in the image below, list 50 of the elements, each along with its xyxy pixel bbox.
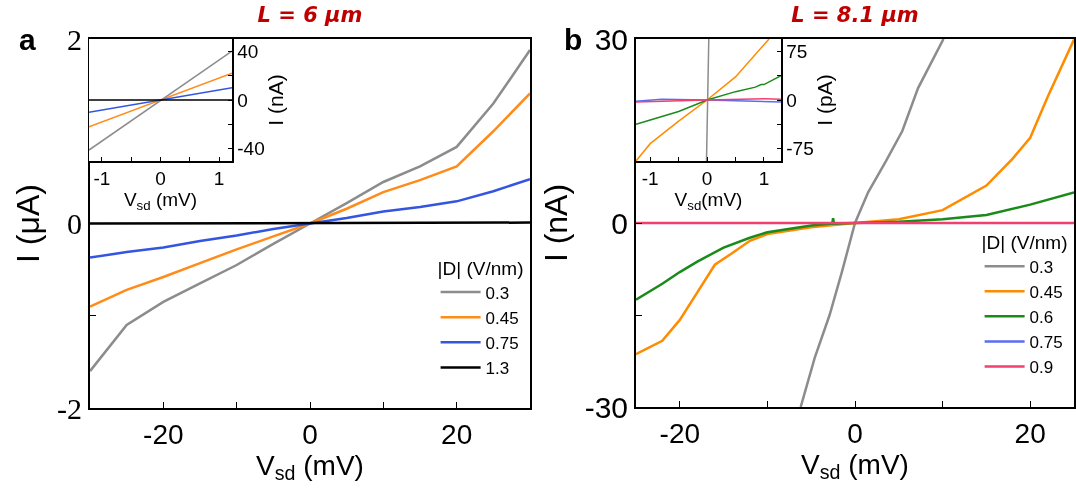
y-tick-label: 30 (594, 22, 628, 56)
y-tick-label: -75 (786, 137, 814, 159)
line-series (636, 39, 1074, 356)
y-tick-label: 75 (786, 41, 808, 63)
line-series (636, 39, 770, 161)
x-axis-title: V$_{sd}$(mV) (674, 189, 743, 214)
chart-title: L = 8.1 μm (791, 3, 919, 28)
legend-label: 0.75 (1029, 333, 1063, 353)
y-tick-label: -30 (584, 390, 628, 424)
y-axis-title: I (pA) (812, 74, 836, 126)
legend-title: |D| (V/nm) (981, 231, 1068, 253)
x-tick-label: -1 (93, 168, 111, 190)
y-axis-title: I (nA) (538, 183, 574, 263)
legend-label: 0.75 (485, 333, 519, 353)
x-axis-title: V$_{sd}$ (mV) (801, 448, 909, 484)
x-tick-label: 1 (758, 168, 770, 190)
x-tick-label: 20 (1014, 417, 1046, 449)
legend-title: |D| (V/nm) (437, 257, 524, 279)
legend-label: 0.45 (485, 308, 519, 328)
y-tick-label: 0 (786, 89, 797, 111)
legend-label: 0.3 (1029, 257, 1054, 277)
y-axis-title: I (μA) (9, 184, 46, 263)
y-tick-label: 0 (237, 89, 248, 111)
y-tick-label: 40 (237, 40, 259, 62)
chart-title: L = 6 μm (257, 3, 363, 28)
x-tick-label: 0 (155, 168, 166, 190)
legend-label: 0.6 (1029, 308, 1054, 327)
legend-label: 1.3 (485, 359, 510, 379)
x-tick-label: -20 (143, 418, 184, 450)
legend-label: 0.45 (1029, 282, 1063, 302)
y-tick-label: 2 (67, 22, 82, 56)
x-tick-label: -20 (659, 417, 701, 449)
x-axis-title: V$_{sd}$ (mV) (256, 449, 364, 485)
legend-label: 0.9 (1029, 358, 1054, 378)
x-tick-label: -1 (641, 168, 659, 190)
text: b (564, 23, 583, 56)
y-axis-title: I (nA) (263, 74, 287, 126)
y-tick-label: 0 (67, 207, 82, 240)
y-tick-label: 0 (611, 206, 628, 240)
text: a (19, 23, 36, 56)
x-tick-label: 0 (302, 418, 318, 450)
x-tick-label: 20 (441, 418, 473, 450)
y-tick-label: -40 (237, 138, 265, 160)
y-tick-label: -2 (57, 391, 82, 425)
x-axis-title: V$_{sd}$ (mV) (123, 189, 198, 214)
line-series (636, 74, 781, 126)
x-tick-label: 0 (701, 168, 713, 190)
x-tick-label: 1 (213, 168, 225, 190)
x-tick-label: 0 (847, 417, 863, 449)
legend-label: 0.3 (485, 283, 510, 303)
